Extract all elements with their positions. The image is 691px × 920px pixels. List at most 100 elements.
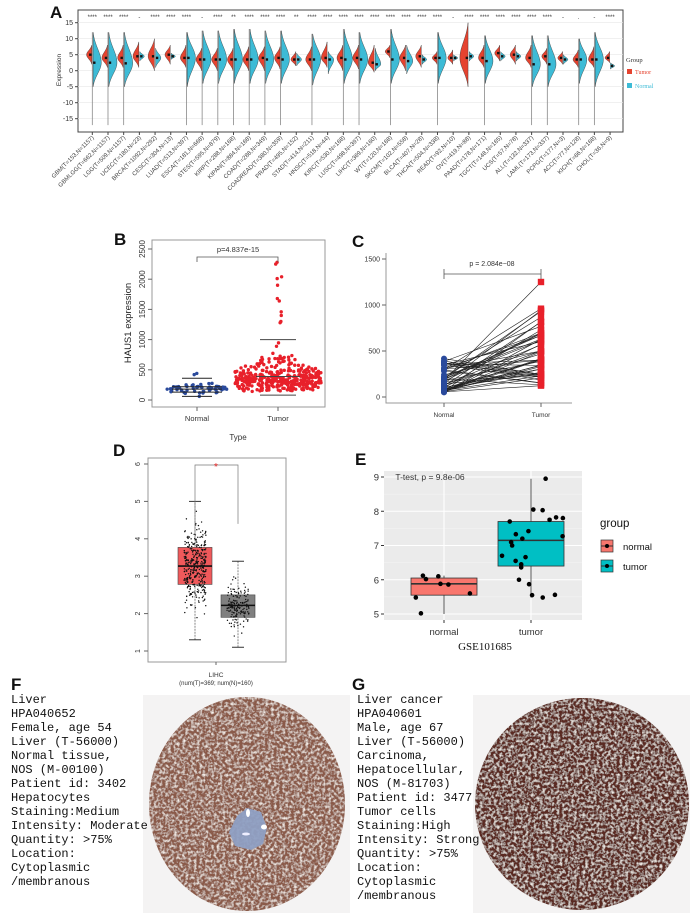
tumor-point <box>296 363 301 368</box>
tumor-point <box>518 565 524 570</box>
jitter-point <box>243 615 245 617</box>
jitter-point <box>189 569 192 571</box>
normal-point <box>168 387 173 391</box>
sample-info-line: Carcinoma, <box>357 749 430 763</box>
tumor-violin-median <box>324 56 327 60</box>
normal-point <box>441 375 447 382</box>
pair-line <box>443 321 542 387</box>
tumor-point <box>241 369 246 373</box>
y-tick-label: 6 <box>374 575 379 586</box>
jitter-point <box>244 586 247 588</box>
normal-violin <box>312 33 321 86</box>
jitter-point <box>203 544 205 547</box>
normal-point <box>413 595 419 600</box>
tumor-point <box>560 533 565 539</box>
jitter-point <box>200 547 202 549</box>
tumor-point <box>311 383 316 387</box>
y-tick-label: 8 <box>374 507 379 518</box>
tumor-violin-median <box>449 56 453 60</box>
normal-violin <box>249 29 259 84</box>
tumor-point <box>531 507 536 512</box>
jitter-point <box>196 529 198 531</box>
pair-line <box>443 335 542 369</box>
jitter-point <box>203 552 205 555</box>
tumor-point <box>540 595 546 600</box>
vessel-lumen <box>261 824 267 830</box>
jitter-point <box>233 612 235 614</box>
jitter-point <box>227 594 229 596</box>
tumor-point <box>272 379 277 383</box>
jitter-point <box>195 562 197 565</box>
jitter-point <box>234 618 236 621</box>
jitter-point <box>183 551 186 554</box>
jitter-point <box>198 601 200 604</box>
tumor-violin-median <box>214 58 218 61</box>
tumor-point <box>260 384 264 388</box>
normal-violin <box>579 38 588 84</box>
tumor-violin <box>195 48 202 71</box>
tumor-point <box>316 385 320 390</box>
jitter-point <box>234 577 237 579</box>
jitter-point <box>200 579 203 581</box>
y-axis-label: Expression <box>56 54 63 87</box>
tumor-point <box>239 366 243 370</box>
sample-info-line: Liver (T-56000) <box>357 735 466 749</box>
tumor-point <box>529 592 535 598</box>
jitter-point <box>233 588 235 591</box>
tumor-point <box>242 380 247 384</box>
jitter-point <box>228 622 231 624</box>
normal-violin <box>343 29 353 84</box>
tumor-point <box>278 356 283 361</box>
tumor-violin <box>147 38 155 71</box>
tumor-violin-median <box>308 58 312 61</box>
jitter-point <box>203 543 206 545</box>
tumor-violin-median <box>104 56 108 60</box>
jitter-point <box>204 587 206 589</box>
y-tick-label: 0 <box>376 395 380 402</box>
jitter-point <box>185 518 188 520</box>
jitter-point <box>201 589 204 591</box>
tumor-point <box>292 381 297 386</box>
pair-line <box>443 370 542 384</box>
significance-label: **** <box>464 15 474 21</box>
sample-info-line: Intensity: Moderate <box>11 819 148 833</box>
tumor-point <box>260 376 264 381</box>
jitter-point <box>198 597 200 599</box>
jitter-point <box>186 552 188 554</box>
tumor-point <box>282 355 286 360</box>
sample-info-line: Female, age 54 <box>11 721 112 735</box>
panel-e-boxplot: 5 6 7 8 9 normal tumor T-test, p = 9.8e-06 GSE10… <box>374 471 652 653</box>
jitter-point <box>186 607 188 609</box>
jitter-point <box>226 619 229 622</box>
significance-label: **** <box>103 15 113 21</box>
x-axis-label: Type <box>229 433 247 442</box>
significance-label: **** <box>417 15 427 21</box>
y-tick-label: 500 <box>138 363 147 377</box>
jitter-point <box>201 596 204 599</box>
tumor-violin-median <box>465 56 469 60</box>
tumor-point <box>286 355 291 359</box>
jitter-point <box>248 612 250 614</box>
tumor-point <box>304 385 308 389</box>
pvalue-bracket <box>196 256 279 262</box>
normal-point <box>195 371 199 376</box>
jitter-point <box>202 559 205 561</box>
tumor-point <box>509 543 515 548</box>
jitter-point <box>233 626 236 628</box>
jitter-point <box>235 591 237 594</box>
jitter-point <box>193 575 196 578</box>
jitter-point <box>202 582 204 584</box>
jitter-point <box>234 609 236 611</box>
jitter-point <box>185 563 187 565</box>
legend-key-dot <box>605 544 609 548</box>
normal-violin-median <box>281 58 284 61</box>
jitter-point <box>192 583 194 586</box>
jitter-point <box>235 594 237 597</box>
jitter-point <box>236 613 238 615</box>
jitter-point <box>185 599 188 601</box>
tumor-point <box>543 476 548 482</box>
tumor-point <box>315 372 320 376</box>
panel-f-sample-info: Liver HPA040652 Female, age 54 Liver (T-560… <box>11 693 148 889</box>
jitter-point <box>201 580 204 582</box>
y-tick-label: 10 <box>65 36 73 43</box>
